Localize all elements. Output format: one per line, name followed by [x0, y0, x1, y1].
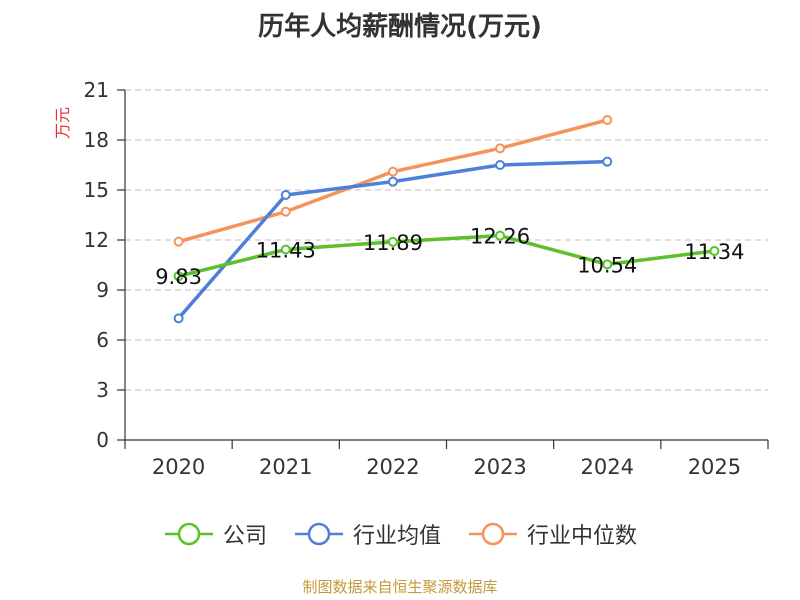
chart-title: 历年人均薪酬情况(万元) — [258, 12, 542, 42]
y-tick-label-0: 0 — [96, 428, 109, 452]
y-tick-label-21: 21 — [84, 78, 109, 102]
x-tick-label-2021: 2021 — [259, 455, 312, 479]
axes: 0 3 6 9 12 15 18 21 2020 2021 2022 2023 2024 2025 万元 — [53, 78, 769, 479]
y-tick-label-9: 9 — [96, 278, 109, 302]
legend-item-2[interactable]: 行业中位数 — [467, 518, 637, 550]
data-label-2020: 9.83 — [155, 265, 202, 289]
series-2-point-2023 — [495, 143, 506, 154]
legend: 公司 行业均值 行业中位数 — [0, 518, 800, 550]
y-tick-label-6: 6 — [96, 328, 109, 352]
series-1-point-2023 — [495, 160, 506, 170]
legend-swatch-icon — [164, 522, 213, 546]
x-tick-label-2024: 2024 — [581, 455, 634, 479]
legend-swatch-circle — [177, 522, 201, 546]
series-0-point-2024 — [602, 259, 613, 270]
data-labels: 9.83 11.43 11.89 12.26 10.54 11.34 — [155, 225, 744, 289]
series-1-point-2022 — [387, 176, 398, 187]
series-1-point-2024 — [602, 156, 613, 167]
y-tick-label-3: 3 — [96, 378, 109, 402]
series-0-point-2021 — [280, 244, 291, 255]
x-tick-label-2020: 2020 — [152, 455, 205, 479]
y-axis-title: 万元 — [53, 107, 72, 139]
x-tick-label-2023: 2023 — [473, 455, 526, 479]
series-2-point-2020 — [173, 236, 184, 247]
series-line-0 — [178, 233, 715, 278]
series-2-point-2024 — [602, 115, 613, 125]
data-label-2021: 11.43 — [256, 239, 316, 263]
legend-swatch-icon — [294, 522, 343, 546]
data-label-2024: 10.54 — [577, 253, 637, 277]
series-lines — [173, 115, 720, 324]
x-tick-label-2022: 2022 — [366, 455, 419, 479]
legend-label: 行业均值 — [352, 524, 441, 549]
series-0-point-2025 — [709, 246, 720, 256]
legend-swatch-icon — [469, 522, 517, 546]
series-2-point-2022 — [387, 166, 398, 177]
legend-item-1[interactable]: 行业均值 — [293, 518, 441, 550]
x-tick-label-2025: 2025 — [688, 455, 741, 479]
series-0-point-2022 — [387, 236, 398, 247]
y-tick-label-15: 15 — [84, 178, 109, 202]
data-label-2025: 11.34 — [684, 240, 744, 264]
y-tick-label-12: 12 — [84, 228, 109, 252]
data-label-2023: 12.26 — [470, 225, 530, 249]
series-2-point-2021 — [280, 206, 291, 217]
legend-swatch-circle — [481, 522, 505, 546]
data-label-2022: 11.89 — [363, 231, 423, 255]
series-1-point-2021 — [280, 190, 291, 200]
legend-label: 公司 — [222, 524, 267, 549]
legend-item-0[interactable]: 公司 — [163, 518, 267, 550]
source-note: 制图数据来自恒生聚源数据库 — [302, 578, 498, 596]
series-0-point-2020 — [173, 271, 184, 282]
legend-swatch-circle — [307, 522, 331, 546]
y-tick-label-18: 18 — [84, 128, 109, 152]
series-0-point-2023 — [495, 230, 506, 241]
legend-label: 行业中位数 — [527, 524, 638, 549]
series-1-point-2020 — [173, 313, 184, 324]
